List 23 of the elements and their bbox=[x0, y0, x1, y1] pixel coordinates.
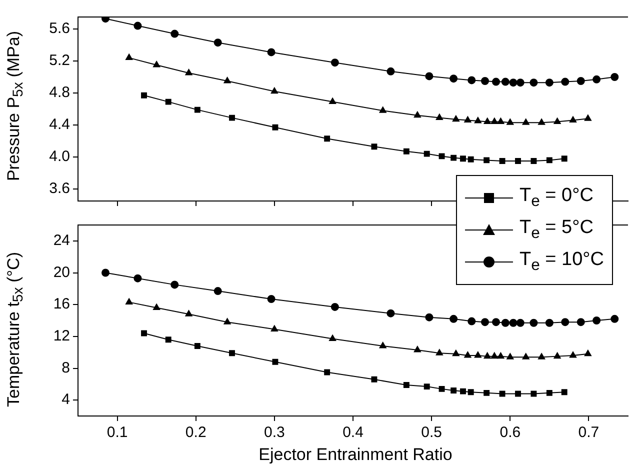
y-tick-label: 8 bbox=[62, 359, 70, 376]
x-axis-title: Ejector Entrainment Ratio bbox=[258, 445, 454, 465]
legend-label: T$_{e}$ = 0°C bbox=[519, 185, 594, 211]
y-tick-label: 5.6 bbox=[49, 20, 70, 38]
x-tick-label: 0.2 bbox=[185, 424, 206, 442]
legend-label: T$_{e}$ = 10°C bbox=[519, 249, 604, 275]
y-tick-label: 24 bbox=[53, 232, 70, 250]
legend-label: T$_{e}$ = 5°C bbox=[519, 217, 594, 243]
y-tick-label: 4.4 bbox=[49, 116, 70, 134]
x-tick-label: 0.1 bbox=[106, 424, 128, 442]
x-tick-label: 0.3 bbox=[264, 424, 285, 442]
y-tick-label: 4 bbox=[62, 391, 70, 408]
y-tick-label: 20 bbox=[53, 264, 70, 281]
y-tick-label: 16 bbox=[53, 296, 70, 313]
y-tick-label: 3.6 bbox=[49, 180, 70, 198]
y-tick-label: 12 bbox=[53, 328, 70, 345]
y-tick-label: 5.2 bbox=[49, 52, 70, 70]
x-tick-label: 0.5 bbox=[421, 424, 442, 442]
x-tick-label: 0.7 bbox=[578, 424, 600, 442]
x-tick-label: 0.6 bbox=[500, 424, 521, 442]
y-tick-label: 4.8 bbox=[49, 84, 70, 102]
x-tick-label: 0.4 bbox=[342, 424, 364, 442]
y-tick-label: 4.0 bbox=[49, 148, 70, 166]
